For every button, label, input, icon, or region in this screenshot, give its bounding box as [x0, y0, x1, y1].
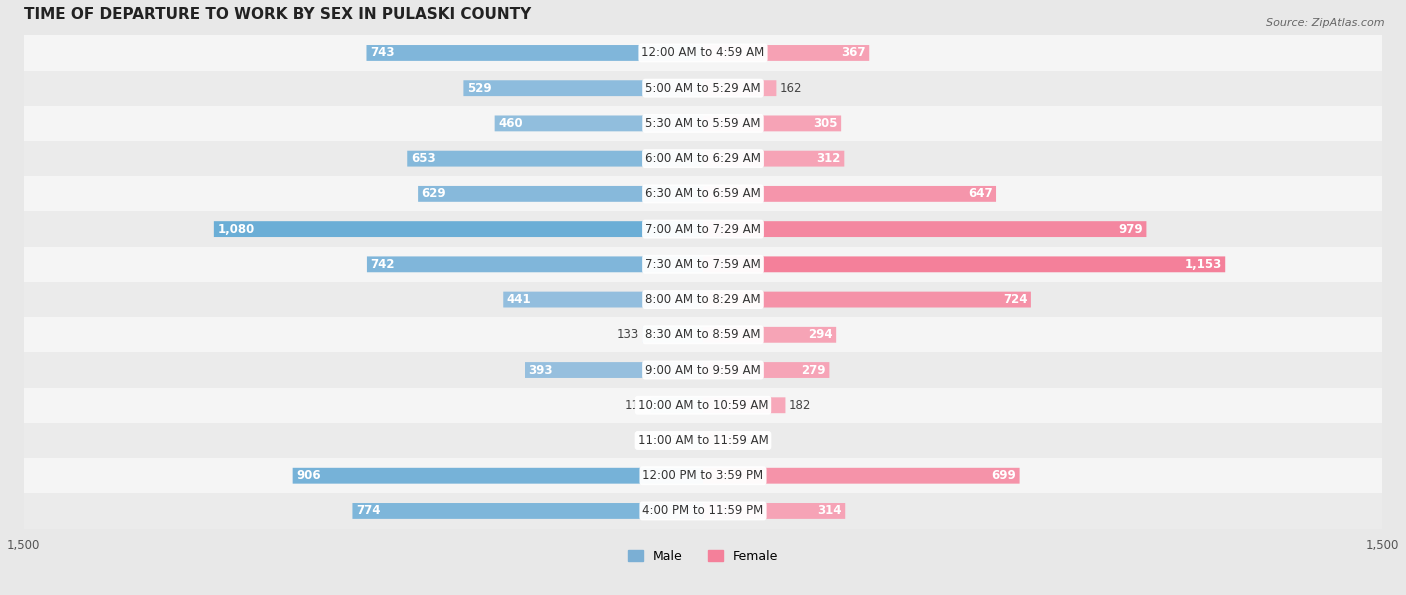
Text: 133: 133 [617, 328, 640, 342]
FancyBboxPatch shape [703, 256, 1225, 273]
FancyBboxPatch shape [703, 397, 786, 413]
Bar [1, 282, 1405, 317]
Text: 4:00 PM to 11:59 PM: 4:00 PM to 11:59 PM [643, 505, 763, 518]
Text: 367: 367 [841, 46, 866, 60]
Text: 116: 116 [624, 399, 647, 412]
FancyBboxPatch shape [703, 45, 869, 61]
Legend: Male, Female: Male, Female [623, 545, 783, 568]
Text: 529: 529 [467, 82, 492, 95]
FancyBboxPatch shape [703, 115, 841, 131]
FancyBboxPatch shape [503, 292, 703, 308]
Text: 629: 629 [422, 187, 446, 201]
Text: 5:00 AM to 5:29 AM: 5:00 AM to 5:29 AM [645, 82, 761, 95]
FancyBboxPatch shape [214, 221, 703, 237]
Bar [1, 388, 1405, 423]
FancyBboxPatch shape [418, 186, 703, 202]
Bar [1, 352, 1405, 388]
FancyBboxPatch shape [495, 115, 703, 131]
FancyBboxPatch shape [651, 397, 703, 413]
Text: 279: 279 [801, 364, 825, 377]
Text: 314: 314 [817, 505, 842, 518]
FancyBboxPatch shape [367, 256, 703, 273]
FancyBboxPatch shape [703, 151, 845, 167]
Text: 742: 742 [371, 258, 395, 271]
Text: 182: 182 [789, 399, 811, 412]
Text: 743: 743 [370, 46, 395, 60]
Text: 979: 979 [1118, 223, 1143, 236]
Text: 653: 653 [411, 152, 436, 165]
Text: 8:30 AM to 8:59 AM: 8:30 AM to 8:59 AM [645, 328, 761, 342]
FancyBboxPatch shape [703, 468, 1019, 484]
Text: 312: 312 [817, 152, 841, 165]
Text: 1,080: 1,080 [218, 223, 254, 236]
FancyBboxPatch shape [643, 327, 703, 343]
Text: 724: 724 [1002, 293, 1028, 306]
Bar [1, 493, 1405, 528]
Text: 12:00 PM to 3:59 PM: 12:00 PM to 3:59 PM [643, 469, 763, 482]
Bar [1, 106, 1405, 141]
Text: 12:00 AM to 4:59 AM: 12:00 AM to 4:59 AM [641, 46, 765, 60]
Text: 8:00 AM to 8:29 AM: 8:00 AM to 8:29 AM [645, 293, 761, 306]
Text: 162: 162 [780, 82, 803, 95]
Bar [1, 423, 1405, 458]
Text: 294: 294 [808, 328, 832, 342]
FancyBboxPatch shape [688, 433, 703, 449]
Text: 774: 774 [356, 505, 381, 518]
Bar [1, 176, 1405, 211]
Text: 11:00 AM to 11:59 AM: 11:00 AM to 11:59 AM [638, 434, 768, 447]
FancyBboxPatch shape [703, 80, 776, 96]
Text: 7:00 AM to 7:29 AM: 7:00 AM to 7:29 AM [645, 223, 761, 236]
Bar [1, 71, 1405, 106]
Bar [1, 35, 1405, 71]
Text: 906: 906 [297, 469, 321, 482]
Text: 5:30 AM to 5:59 AM: 5:30 AM to 5:59 AM [645, 117, 761, 130]
Text: 10:00 AM to 10:59 AM: 10:00 AM to 10:59 AM [638, 399, 768, 412]
Text: 305: 305 [813, 117, 838, 130]
Text: 460: 460 [498, 117, 523, 130]
FancyBboxPatch shape [367, 45, 703, 61]
Text: 7:30 AM to 7:59 AM: 7:30 AM to 7:59 AM [645, 258, 761, 271]
FancyBboxPatch shape [703, 292, 1031, 308]
Bar [1, 211, 1405, 247]
FancyBboxPatch shape [524, 362, 703, 378]
FancyBboxPatch shape [353, 503, 703, 519]
FancyBboxPatch shape [703, 221, 1146, 237]
Text: 6:30 AM to 6:59 AM: 6:30 AM to 6:59 AM [645, 187, 761, 201]
FancyBboxPatch shape [408, 151, 703, 167]
Bar [1, 247, 1405, 282]
Text: 6:00 AM to 6:29 AM: 6:00 AM to 6:29 AM [645, 152, 761, 165]
Bar [1, 141, 1405, 176]
Bar [1, 317, 1405, 352]
Text: 441: 441 [508, 293, 531, 306]
FancyBboxPatch shape [703, 362, 830, 378]
FancyBboxPatch shape [464, 80, 703, 96]
Text: 9:00 AM to 9:59 AM: 9:00 AM to 9:59 AM [645, 364, 761, 377]
Text: 1,153: 1,153 [1184, 258, 1222, 271]
FancyBboxPatch shape [292, 468, 703, 484]
Bar [1, 458, 1405, 493]
FancyBboxPatch shape [703, 186, 995, 202]
Text: 699: 699 [991, 469, 1017, 482]
Text: Source: ZipAtlas.com: Source: ZipAtlas.com [1267, 18, 1385, 28]
Text: 393: 393 [529, 364, 553, 377]
FancyBboxPatch shape [703, 327, 837, 343]
Text: TIME OF DEPARTURE TO WORK BY SEX IN PULASKI COUNTY: TIME OF DEPARTURE TO WORK BY SEX IN PULA… [24, 7, 531, 22]
Text: 33: 33 [669, 434, 685, 447]
Text: 82: 82 [744, 434, 759, 447]
FancyBboxPatch shape [703, 503, 845, 519]
FancyBboxPatch shape [703, 433, 740, 449]
Text: 647: 647 [967, 187, 993, 201]
